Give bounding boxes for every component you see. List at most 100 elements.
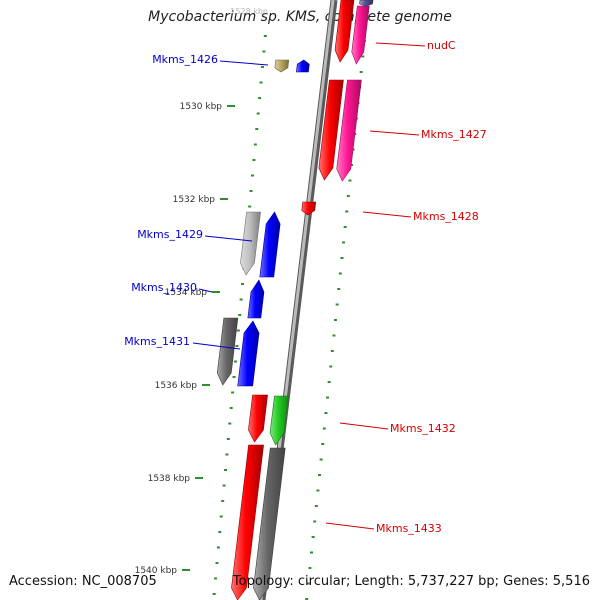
- scale-tick-right: [314, 505, 318, 507]
- gene-arrow-mkms-1427-b: [336, 79, 362, 182]
- scale-tick-left: [235, 345, 239, 347]
- scale-tick-right: [359, 71, 363, 73]
- scale-major-tick: [202, 384, 210, 386]
- scale-tick-right: [319, 458, 323, 461]
- label-leader: [362, 211, 412, 218]
- scale-tick-left: [231, 391, 235, 394]
- scale-tick-left: [249, 190, 253, 192]
- scale-tick-right: [330, 350, 334, 352]
- scale-tick-right: [311, 536, 315, 538]
- gene-label-mkms_1426: Mkms_1426: [152, 53, 218, 66]
- scale-tick-left: [229, 407, 233, 409]
- scale-tick-left: [259, 81, 263, 84]
- scale-label: 1530 kbp: [180, 102, 223, 112]
- gene-label-mkms_1432: Mkms_1432: [390, 422, 456, 435]
- gene-arrow-mkms-1430: [247, 279, 265, 319]
- scale-tick-left: [219, 515, 223, 518]
- scale-tick-left: [263, 35, 267, 37]
- gene-arrow-mkms-1431: [237, 320, 260, 387]
- scale-tick-right: [326, 396, 330, 399]
- scale-label: 1536 kbp: [155, 381, 198, 391]
- scale-tick-left: [262, 50, 266, 53]
- scale-tick-left: [215, 562, 219, 564]
- scale-tick-left: [255, 128, 259, 130]
- scale-tick-right: [327, 381, 331, 383]
- gene-arrow-mkms-1433: [231, 444, 264, 600]
- scale-major-tick: [195, 477, 203, 479]
- gene-label-mkms_1430: Mkms_1430: [131, 281, 197, 294]
- scale-tick-right: [332, 334, 336, 337]
- gene-label-mkms_1429: Mkms_1429: [137, 228, 203, 241]
- accession-text: Accession: NC_008705: [9, 574, 157, 589]
- scale-tick-right: [350, 164, 354, 166]
- scale-tick-left: [236, 329, 240, 332]
- scale-tick-left: [239, 298, 243, 301]
- label-leader: [204, 235, 253, 242]
- scale-label: 1528 kbp: [230, 7, 268, 16]
- scale-label: 1540 kbp: [135, 566, 178, 576]
- scale-major-tick: [182, 569, 190, 571]
- gene-label-nudc: nudC: [427, 39, 456, 52]
- scale-label: 1538 kbp: [148, 474, 191, 484]
- gene-arrow-mkms-1427: [318, 79, 344, 181]
- scale-tick-left: [224, 469, 228, 471]
- scale-tick-right: [316, 489, 320, 492]
- scale-tick-right: [334, 319, 338, 321]
- scale-tick-right: [322, 427, 326, 430]
- scale-tick-left: [216, 546, 220, 549]
- scale-tick-right: [306, 582, 310, 585]
- scale-tick-right: [329, 365, 333, 368]
- scale-tick-left: [218, 531, 222, 533]
- scale-tick-left: [238, 314, 242, 316]
- gene-arrow-mkms-1429: [259, 211, 281, 278]
- scale-tick-right: [305, 598, 309, 600]
- scale-tick-left: [232, 376, 236, 378]
- scale-tick-right: [338, 272, 342, 275]
- scale-tick-left: [222, 484, 226, 487]
- scale-tick-right: [308, 567, 312, 569]
- label-leader: [198, 288, 213, 293]
- scale-label: 1532 kbp: [173, 195, 216, 205]
- scale-tick-right: [310, 551, 314, 554]
- scale-tick-left: [233, 360, 237, 363]
- scale-tick-left: [252, 159, 256, 161]
- gene-label-mkms_1428: Mkms_1428: [413, 210, 479, 223]
- gene-arrow-mkms-1432-b: [269, 395, 289, 446]
- gene-arrow-top-pink: [351, 5, 370, 65]
- gene-arrow-mkms-1429-a: [240, 211, 261, 276]
- scale-tick-right: [361, 55, 365, 58]
- scale-tick-right: [337, 288, 341, 290]
- label-leader: [375, 42, 426, 47]
- label-leader: [339, 422, 389, 430]
- scale-tick-left: [256, 112, 260, 115]
- gene-arrow-mkms-1431-a: [216, 317, 239, 386]
- genome-summary-text: Topology: circular; Length: 5,737,227 bp…: [232, 574, 590, 589]
- gene-arrow-mkms-1426-a: [274, 59, 290, 73]
- scale-major-tick: [212, 291, 220, 293]
- scale-tick-left: [221, 500, 225, 502]
- scale-tick-left: [251, 174, 255, 177]
- label-leader: [219, 60, 269, 66]
- label-leader: [369, 130, 420, 136]
- scale-tick-left: [228, 422, 232, 425]
- gene-arrow-mkms-1426: [296, 59, 310, 73]
- gene-label-mkms_1431: Mkms_1431: [124, 335, 190, 348]
- scale-tick-left: [214, 577, 218, 580]
- scale-major-tick: [220, 198, 228, 200]
- scale-tick-right: [335, 303, 339, 306]
- gene-arrow-mkms-1428: [301, 201, 317, 216]
- scale-tick-right: [348, 179, 352, 182]
- scale-major-tick: [227, 105, 235, 107]
- scale-label: 1534 kbp: [165, 288, 208, 298]
- scale-tick-left: [253, 143, 257, 146]
- scale-tick-right: [324, 412, 328, 414]
- gene-arrow-nudc: [334, 0, 355, 63]
- gene-arrow-mkms-1433-b: [253, 447, 286, 600]
- gene-label-mkms_1427: Mkms_1427: [421, 128, 487, 141]
- scale-tick-right: [343, 226, 347, 228]
- scale-tick-right: [318, 474, 322, 476]
- gene-label-mkms_1433: Mkms_1433: [376, 522, 442, 535]
- scale-tick-right: [313, 520, 317, 523]
- scale-tick-right: [321, 443, 325, 445]
